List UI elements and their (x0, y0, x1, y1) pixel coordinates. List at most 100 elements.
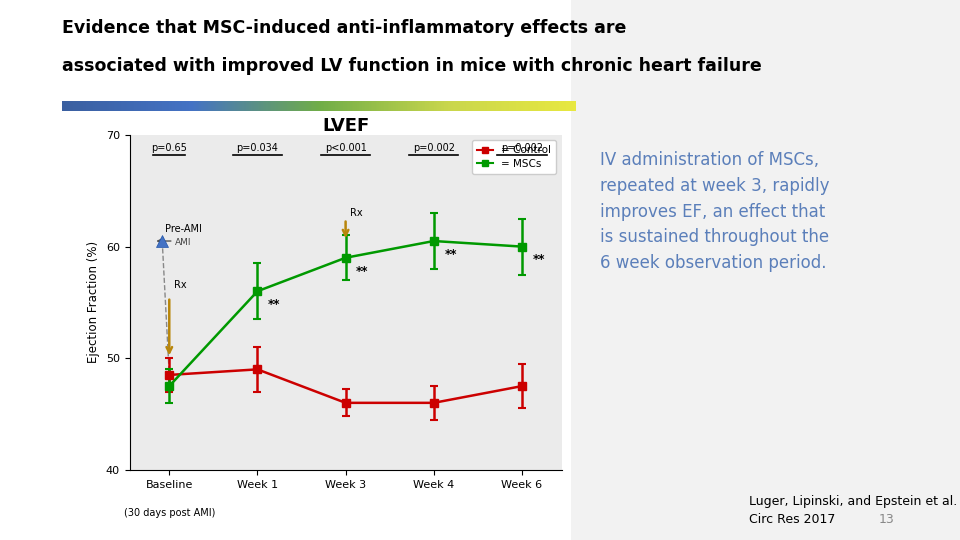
Bar (177, 101, 179, 111)
Bar (73, 101, 74, 111)
Bar (513, 101, 515, 111)
Bar (465, 101, 467, 111)
Bar (187, 101, 189, 111)
Bar (563, 101, 564, 111)
Bar (114, 101, 115, 111)
Bar (176, 101, 177, 111)
Text: p=0.65: p=0.65 (152, 144, 187, 153)
Bar (453, 101, 454, 111)
Text: p=0.002: p=0.002 (501, 144, 543, 153)
Bar (429, 101, 430, 111)
Bar (319, 101, 321, 111)
Bar (571, 101, 572, 111)
Bar (342, 101, 343, 111)
Bar (449, 101, 451, 111)
Bar (572, 101, 574, 111)
Bar (371, 101, 372, 111)
Bar (161, 101, 163, 111)
Bar (185, 101, 187, 111)
Bar (530, 101, 532, 111)
Bar (158, 101, 160, 111)
Bar (137, 101, 139, 111)
Bar (107, 101, 108, 111)
Bar (364, 101, 366, 111)
Bar (74, 101, 76, 111)
Bar (273, 101, 275, 111)
Title: LVEF: LVEF (322, 117, 370, 135)
Bar (443, 101, 444, 111)
Bar (473, 101, 475, 111)
Bar (314, 101, 316, 111)
Bar (381, 101, 382, 111)
Bar (362, 101, 364, 111)
Bar (303, 101, 305, 111)
Bar (191, 101, 193, 111)
Bar (97, 101, 98, 111)
Bar (403, 101, 405, 111)
Bar (128, 101, 130, 111)
Bar (305, 101, 307, 111)
Bar (441, 101, 443, 111)
Bar (292, 101, 294, 111)
Bar (134, 101, 136, 111)
Text: **: ** (268, 298, 280, 311)
Text: (30 days post AMI): (30 days post AMI) (124, 508, 215, 518)
Bar (237, 101, 239, 111)
Bar (495, 101, 497, 111)
Bar (224, 101, 225, 111)
Bar (126, 101, 128, 111)
Bar (264, 101, 266, 111)
Bar (353, 101, 355, 111)
Bar (532, 101, 533, 111)
Bar (451, 101, 453, 111)
Bar (90, 101, 91, 111)
Bar (299, 101, 300, 111)
Bar (557, 101, 559, 111)
Bar (417, 101, 419, 111)
Bar (64, 101, 66, 111)
Bar (369, 101, 371, 111)
Bar (160, 101, 161, 111)
Bar (561, 101, 563, 111)
Bar (209, 101, 211, 111)
Bar (71, 101, 73, 111)
Bar (275, 101, 276, 111)
Y-axis label: Ejection Fraction (%): Ejection Fraction (%) (87, 241, 100, 363)
Bar (122, 101, 124, 111)
Bar (203, 101, 204, 111)
Bar (463, 101, 465, 111)
Bar (508, 101, 509, 111)
Bar (300, 101, 302, 111)
Bar (240, 101, 242, 111)
Bar (254, 101, 256, 111)
Bar (108, 101, 110, 111)
Bar (312, 101, 314, 111)
Text: Rx: Rx (174, 280, 186, 290)
Bar (391, 101, 393, 111)
Bar (491, 101, 492, 111)
Bar (228, 101, 230, 111)
Bar (509, 101, 511, 111)
Bar (408, 101, 410, 111)
Bar (379, 101, 381, 111)
Bar (220, 101, 222, 111)
Bar (439, 101, 441, 111)
Bar (104, 101, 106, 111)
Bar (537, 101, 539, 111)
Bar (321, 101, 323, 111)
Bar (543, 101, 545, 111)
Bar (182, 101, 184, 111)
Bar (460, 101, 462, 111)
Bar (388, 101, 390, 111)
Bar (324, 101, 326, 111)
Bar (204, 101, 206, 111)
Bar (145, 101, 146, 111)
Bar (130, 101, 131, 111)
Bar (141, 101, 143, 111)
Legend: = Control, = MSCs: = Control, = MSCs (472, 140, 557, 174)
Bar (493, 101, 495, 111)
Text: Pre-AMI: Pre-AMI (165, 224, 202, 234)
Bar (554, 101, 556, 111)
Bar (504, 101, 506, 111)
Bar (372, 101, 374, 111)
